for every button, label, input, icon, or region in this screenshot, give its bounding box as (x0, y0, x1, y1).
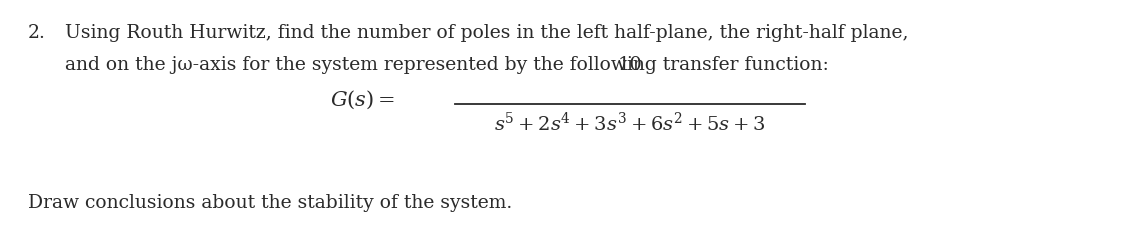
Text: $G(s) =$: $G(s) =$ (330, 89, 395, 111)
Text: and on the jω-axis for the system represented by the following transfer function: and on the jω-axis for the system repres… (65, 56, 829, 74)
Text: $s^5 + 2s^4 + 3s^3 + 6s^2 + 5s + 3$: $s^5 + 2s^4 + 3s^3 + 6s^2 + 5s + 3$ (494, 112, 766, 135)
Text: 10: 10 (618, 56, 642, 74)
Text: 2.: 2. (28, 24, 46, 42)
Text: Draw conclusions about the stability of the system.: Draw conclusions about the stability of … (28, 194, 512, 212)
Text: Using Routh Hurwitz, find the number of poles in the left half-plane, the right-: Using Routh Hurwitz, find the number of … (65, 24, 909, 42)
